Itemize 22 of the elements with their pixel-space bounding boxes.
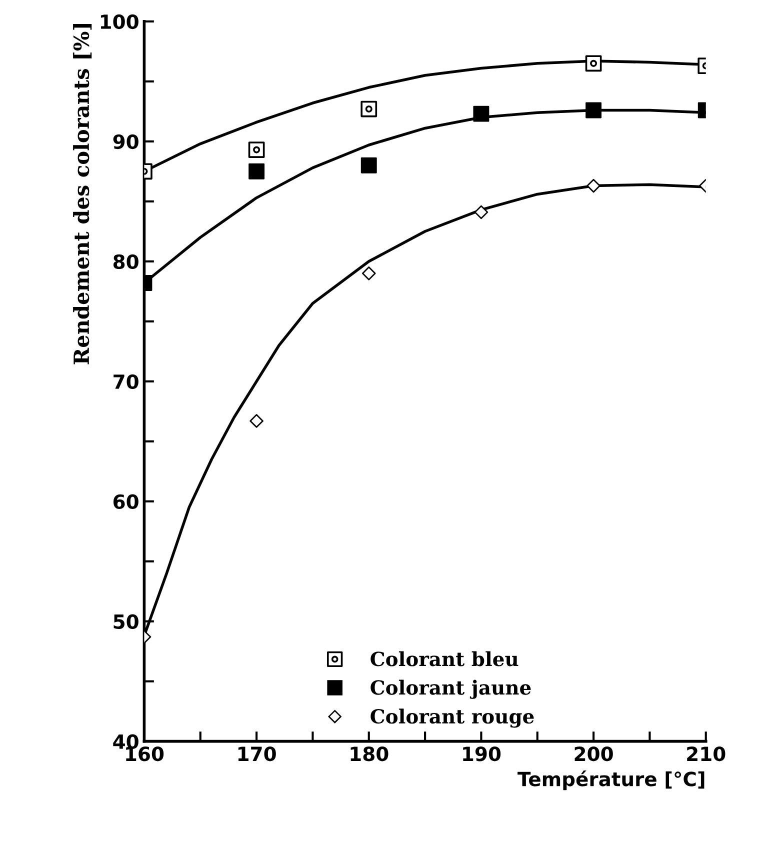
- legend-label: Colorant rouge: [370, 708, 534, 728]
- y-tick-label: 80: [113, 254, 138, 270]
- x-tick-label: 170: [238, 746, 276, 762]
- x-tick-label: 160: [126, 746, 164, 762]
- x-tick-label: 190: [463, 746, 501, 762]
- legend-label: Colorant bleu: [370, 651, 518, 666]
- point: [474, 205, 488, 220]
- x-tick-label: 210: [687, 746, 726, 762]
- y-tick-label: 40: [113, 734, 138, 749]
- point: [362, 266, 376, 280]
- y-tick-label: 90: [113, 134, 138, 150]
- point: [473, 106, 490, 122]
- x-tick-label: 180: [350, 746, 388, 762]
- x-tick-label: 200: [574, 746, 613, 762]
- y-axis-title: Rendement des colorants [%]: [73, 24, 92, 364]
- x-axis-title: Température [°C]: [518, 770, 704, 790]
- legend-label: Colorant jaune: [370, 680, 531, 699]
- y-tick-label: 50: [114, 614, 138, 629]
- y-tick-label: 100: [100, 14, 138, 30]
- y-tick-label: 70: [114, 374, 138, 390]
- y-tick-label: 60: [113, 494, 138, 510]
- point: [360, 157, 377, 174]
